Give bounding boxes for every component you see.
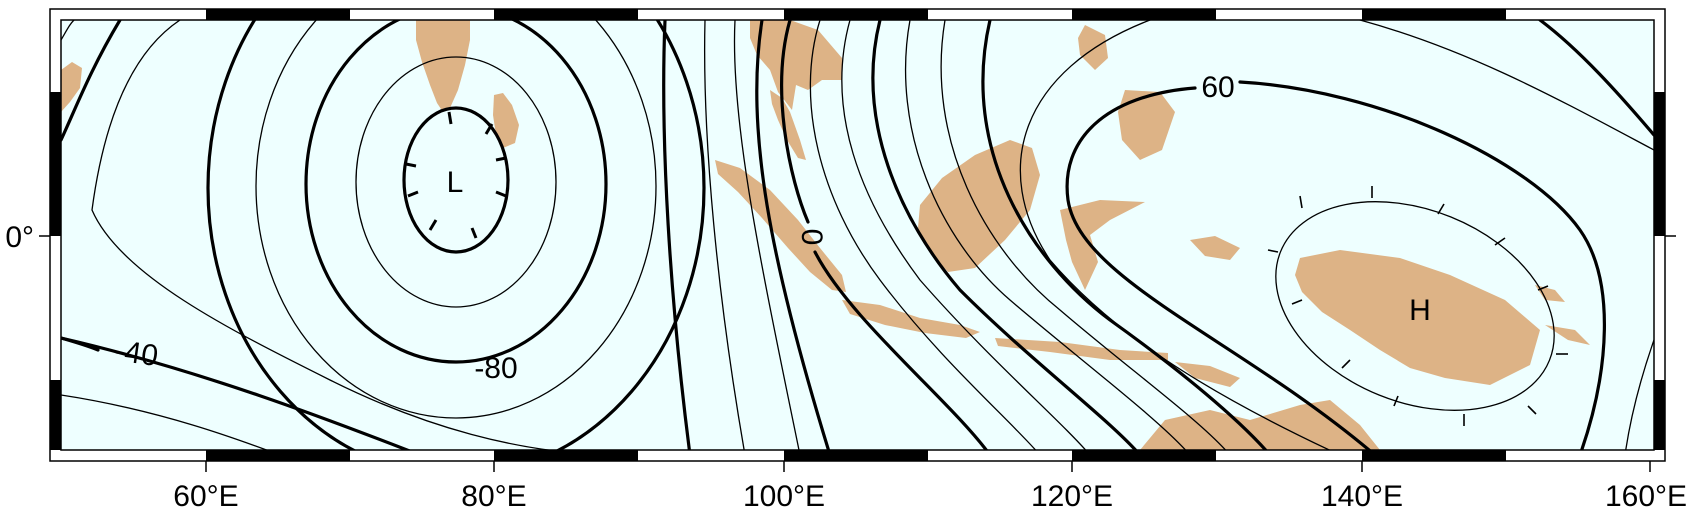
contour-line (61, 336, 412, 450)
land-lesser-sunda (995, 338, 1168, 360)
contour-line (704, 20, 745, 450)
contour-line (1275, 201, 1555, 411)
contour-line (206, 20, 706, 450)
contour-line (1359, 20, 1654, 151)
land-arabia-edge (61, 62, 82, 112)
land-sumatra (715, 160, 846, 292)
contour-line (61, 20, 75, 41)
contour-line (255, 20, 657, 419)
contour-label-neg40: -40 (113, 334, 161, 373)
contour-line (904, 20, 1187, 450)
land-new-guinea (1295, 250, 1540, 385)
land-new-ireland (1535, 285, 1565, 302)
contour-line-sixty (1065, 86, 1372, 450)
land-sri-lanka (493, 93, 519, 148)
contour-line (304, 20, 608, 364)
contour-line-sixty (1238, 80, 1606, 450)
contour-line (871, 20, 1138, 450)
x-tick-label: 160°E (1605, 480, 1687, 510)
high-pressure-marker: H (1409, 294, 1431, 327)
land-indochina (750, 20, 842, 110)
contour-line (940, 20, 1227, 450)
contour-line-zero (813, 250, 989, 450)
x-tick-label: 140°E (1321, 480, 1403, 510)
x-tick-label: 100°E (743, 480, 825, 510)
land-solomon (1545, 325, 1590, 345)
contour-line (733, 20, 800, 450)
contour-line (355, 56, 557, 308)
contour-line (91, 20, 553, 450)
contour-label-sixty: 60 (1201, 71, 1234, 104)
land-moluccas (1190, 236, 1240, 260)
ocean-background (61, 20, 1654, 450)
contour-label-neg80: -80 (474, 352, 517, 385)
contour-line (61, 336, 100, 352)
contour-line (402, 106, 510, 254)
x-tick-label: 120°E (1031, 480, 1113, 510)
land-borneo (918, 140, 1040, 272)
contour-line (981, 20, 1268, 450)
contour-label-zero: 0 (795, 229, 828, 246)
x-tick-label: 60°E (173, 480, 238, 510)
contour-line (61, 394, 269, 450)
contour-line (841, 20, 1087, 450)
land-malay-peninsula (770, 90, 806, 160)
land-india (416, 20, 470, 112)
y-tick-label: 0° (5, 221, 34, 254)
contour-line (662, 20, 691, 450)
contour-line (1538, 20, 1654, 137)
x-axis-labels: 60°E 80°E 100°E 120°E 140°E 160°E (173, 480, 1687, 510)
low-hachures (405, 111, 507, 239)
low-pressure-marker: L (447, 166, 464, 199)
land-philippines-mindanao (1118, 90, 1175, 160)
contour-line-zero (780, 20, 810, 224)
land-philippines-luzon (1078, 25, 1108, 70)
contour-line (809, 20, 1037, 450)
contour-line (61, 20, 122, 142)
contour-line (1019, 20, 1331, 450)
land-timor (1175, 362, 1240, 387)
contour-lines (61, 20, 1654, 450)
x-tick-label: 80°E (461, 480, 526, 510)
land-masses (61, 20, 1590, 450)
high-hachures (1267, 186, 1568, 426)
contour-line (1625, 339, 1654, 450)
contour-line (755, 20, 831, 450)
map-frame (39, 8, 1676, 472)
land-sulawesi (1060, 200, 1145, 290)
